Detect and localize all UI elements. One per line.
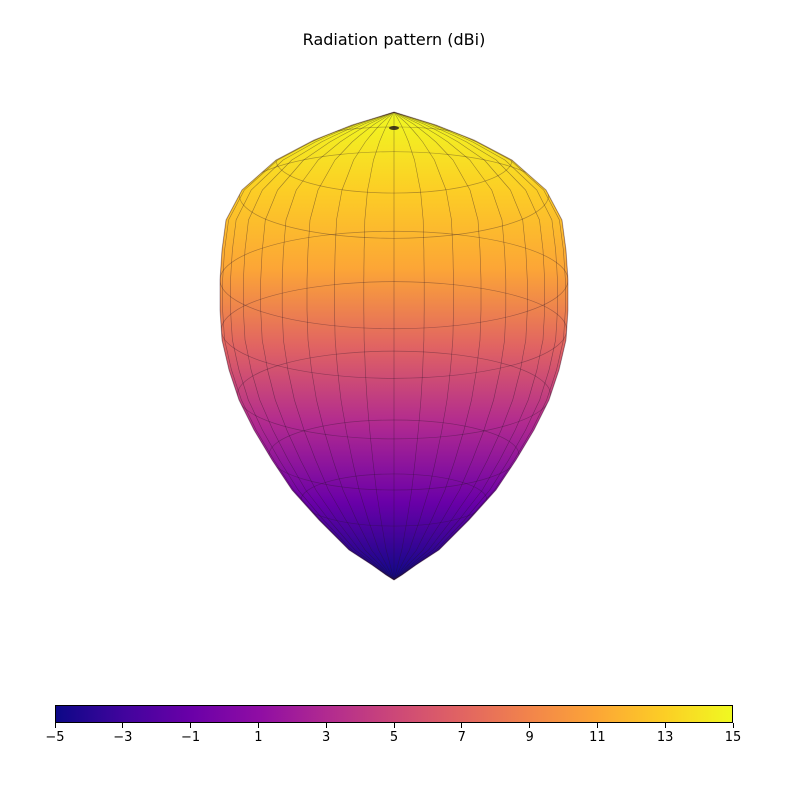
colorbar-tick-mark [325,723,327,728]
colorbar-tick-label: 15 [724,730,742,745]
colorbar-tick-mark [122,723,124,728]
mesh-meridian [393,112,566,580]
mesh-meridian [363,112,395,580]
mesh-meridian [393,112,482,580]
colorbar-ticks: −5 −3 −1 1 3 5 7 9 11 13 15 [45,723,741,753]
mesh-meridian [393,112,454,580]
mesh-meridian [393,112,425,580]
colorbar-tick: 5 [374,723,414,745]
colorbar-tick: 11 [577,723,617,745]
colorbar-tick-label: 1 [254,730,263,745]
colorbar-gradient [56,706,732,722]
colorbar-tick: 3 [306,723,346,745]
mesh-meridian [243,112,395,580]
colorbar-tick-mark [257,723,259,728]
radiation-lobe-outline [219,111,569,581]
radiation-lobe-surface [220,112,568,580]
colorbar-tick-label: 7 [457,730,466,745]
colorbar-tick-mark [54,723,56,728]
colorbar-tick-mark [461,723,463,728]
colorbar-tick-label: 3 [322,730,331,745]
colorbar-tick-mark [529,723,531,728]
mesh-meridian [281,112,395,580]
colorbar-tick: 9 [510,723,550,745]
mesh-meridian [222,112,395,580]
mesh-apex [389,126,399,130]
colorbar-tick-label: 11 [589,730,606,745]
colorbar-tick: 7 [442,723,482,745]
mesh-meridian [393,112,507,580]
colorbar-tick-label: 13 [656,730,674,745]
mesh-parallel [300,473,488,527]
mesh-meridian [230,112,395,580]
mesh-meridian [393,112,528,580]
colorbar-tick-mark [664,723,666,728]
colorbar-tick: −1 [171,723,211,745]
mesh-meridian [393,112,558,580]
mesh-meridian [393,112,545,580]
mesh-meridian [260,112,395,580]
colorbar [55,705,733,723]
colorbar-tick: 15 [713,723,753,745]
colorbar-tick-label: 9 [525,730,534,745]
colorbar-tick: −3 [103,723,143,745]
colorbar-tick-mark [732,723,734,728]
colorbar-tick-mark [596,723,598,728]
colorbar-tick-mark [190,723,192,728]
mesh-meridian [334,112,395,580]
colorbar-tick-label: −5 [45,730,65,745]
colorbar-tick-label: 5 [389,730,399,745]
colorbar-tick: 13 [645,723,685,745]
colorbar-tick-label: −1 [181,730,201,745]
mesh-parallel [268,419,520,491]
radiation-pattern-plot [219,111,569,581]
colorbar-tick-label: −3 [113,730,133,745]
mesh-parallel [220,230,568,330]
mesh-meridian [306,112,395,580]
colorbar-tick: −5 [35,723,75,745]
colorbar-tick-mark [393,723,395,728]
chart-title: Radiation pattern (dBi) [302,30,486,49]
colorbar-tick: 1 [238,723,278,745]
